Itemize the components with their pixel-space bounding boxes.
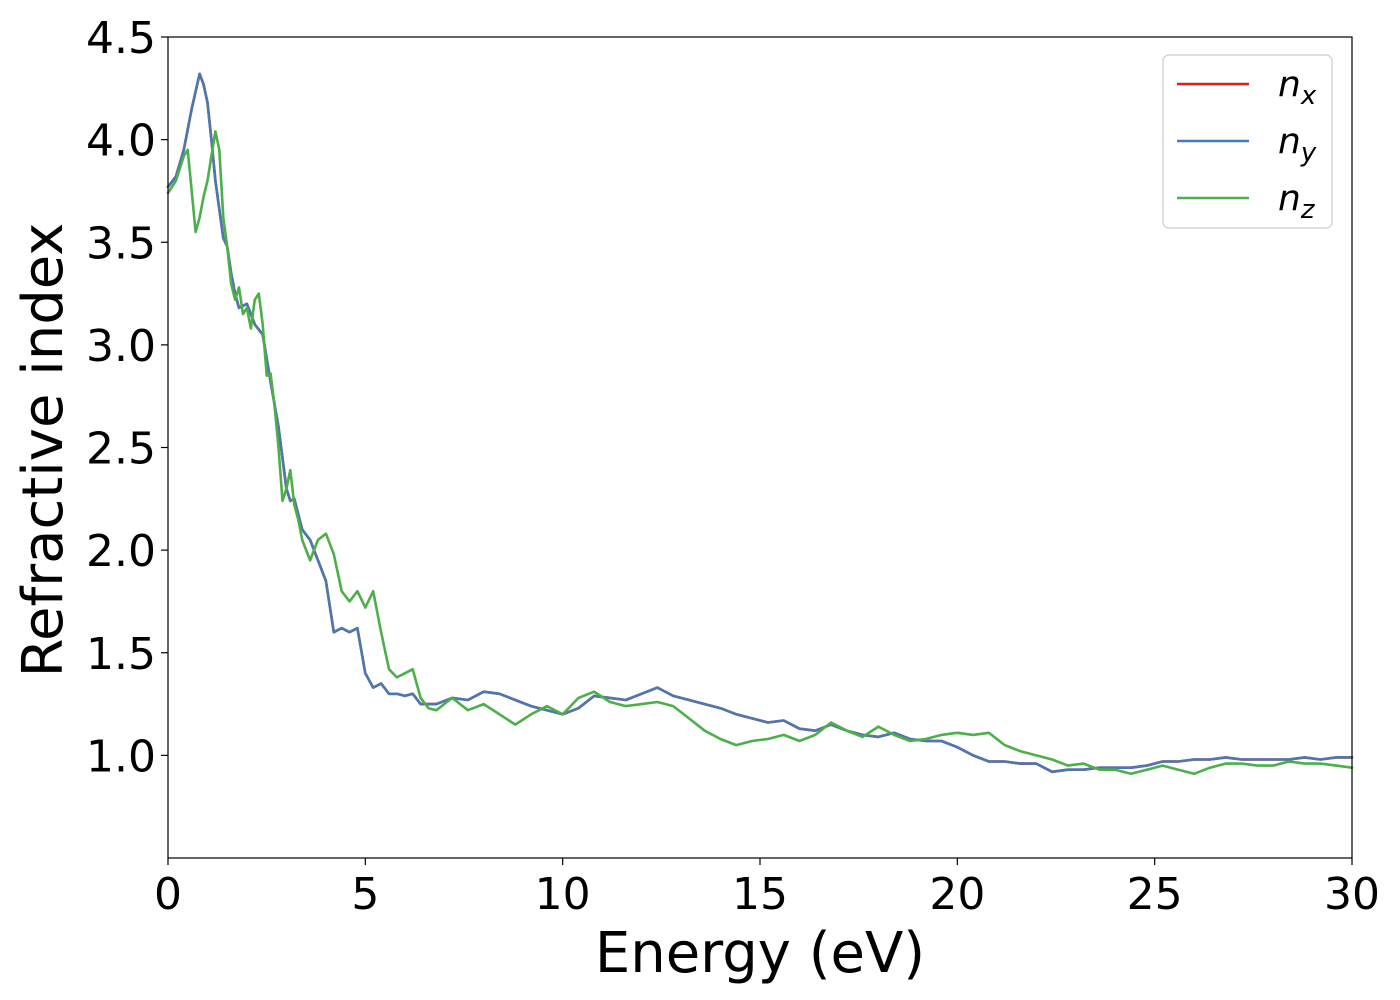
x-tick-label: 25: [1127, 869, 1183, 920]
x-axis-title: Energy (eV): [595, 921, 925, 986]
x-tick-label: 0: [154, 869, 182, 920]
y-tick-label: 3.0: [86, 321, 156, 372]
x-tick-label: 20: [929, 869, 985, 920]
y-axis-ticks: 1.0 1.5 2.0 2.5 3.0 3.5 4.0 4.5: [86, 13, 168, 782]
x-tick-label: 15: [732, 869, 788, 920]
y-tick-label: 4.0: [86, 116, 156, 167]
y-tick-label: 1.5: [86, 629, 156, 680]
y-axis-title: Refractive index: [11, 223, 76, 678]
y-tick-label: 4.5: [86, 13, 156, 64]
x-axis-ticks: 0 5 10 15 20 25 30: [154, 858, 1380, 920]
x-tick-label: 30: [1324, 869, 1380, 920]
x-tick-label: 10: [535, 869, 591, 920]
series-line-nz: [166, 130, 1354, 776]
x-tick-label: 5: [351, 869, 379, 920]
y-tick-label: 1.0: [86, 731, 156, 782]
y-tick-label: 2.5: [86, 424, 156, 475]
y-tick-label: 3.5: [86, 218, 156, 269]
plot-lines: [166, 72, 1354, 776]
y-tick-label: 2.0: [86, 526, 156, 577]
